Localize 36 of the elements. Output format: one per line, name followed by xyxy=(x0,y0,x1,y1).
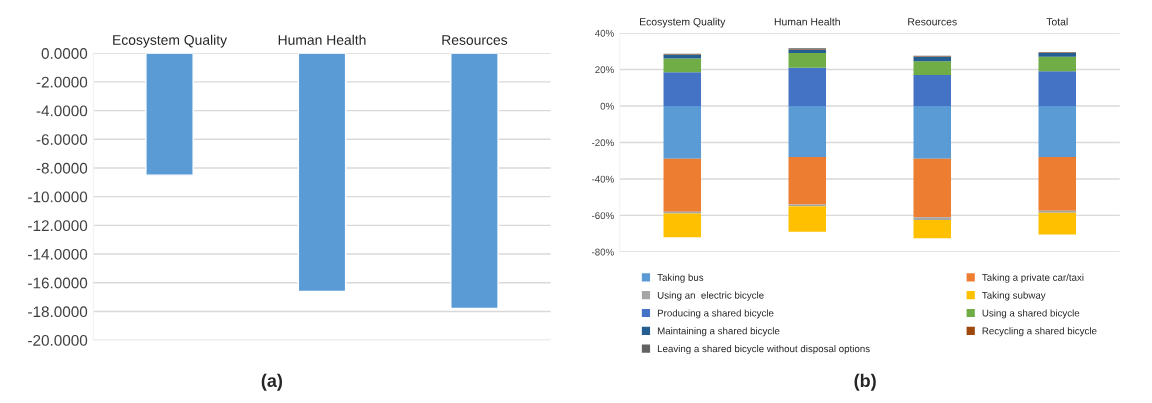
y-tick-label: -18.0000 xyxy=(28,306,88,318)
y-tick-label: -40% xyxy=(591,175,614,183)
y-tick-label: -2.0000 xyxy=(36,76,88,88)
y-tick-label: 40% xyxy=(594,29,614,37)
y-tick-label: -14.0000 xyxy=(28,248,88,260)
y-tick-label: -20% xyxy=(591,139,614,147)
y-tick-label: 0.0000 xyxy=(41,48,88,59)
x-tick-label: Ecosystem Quality xyxy=(113,34,228,48)
x-tick-label: Human Health xyxy=(278,34,366,45)
text: (b) xyxy=(854,373,876,391)
legend-label: Maintaining a shared bicycle xyxy=(657,327,780,337)
legend-label: Taking bus xyxy=(657,273,704,283)
x-tick-label: Total xyxy=(1046,17,1068,26)
x-tick-label: Resources xyxy=(908,18,957,26)
y-tick-label: 0% xyxy=(600,102,614,110)
legend-label: Taking a private car/taxi xyxy=(982,273,1084,283)
y-tick-label: -16.0000 xyxy=(28,277,88,289)
y-tick-label: -4.0000 xyxy=(36,105,88,117)
x-tick-label: Human Health xyxy=(774,17,840,26)
y-tick-label: -80% xyxy=(591,248,614,256)
legend-label: Using an electric bicycle xyxy=(657,291,764,301)
legend-label: Taking subway xyxy=(982,291,1046,301)
y-tick-label: -10.0000 xyxy=(28,191,88,203)
y-tick-label: -20.0000 xyxy=(28,335,88,346)
x-tick-label: Ecosystem Quality xyxy=(640,17,726,28)
y-tick-label: -60% xyxy=(591,212,614,220)
y-tick-label: -6.0000 xyxy=(36,134,88,145)
legend-label: Recycling a shared bicycle xyxy=(982,327,1097,337)
y-tick-label: 20% xyxy=(595,66,614,74)
y-tick-label: -12.0000 xyxy=(28,220,88,232)
y-tick-label: -8.0000 xyxy=(36,162,88,174)
legend-label: Using a shared bicycle xyxy=(982,309,1080,319)
legend-label: Producing a shared bicycle xyxy=(657,309,774,319)
text: (a) xyxy=(261,373,283,391)
legend-label: Leaving a shared bicycle without disposal options xyxy=(657,345,870,355)
x-tick-label: Resources xyxy=(442,35,508,45)
